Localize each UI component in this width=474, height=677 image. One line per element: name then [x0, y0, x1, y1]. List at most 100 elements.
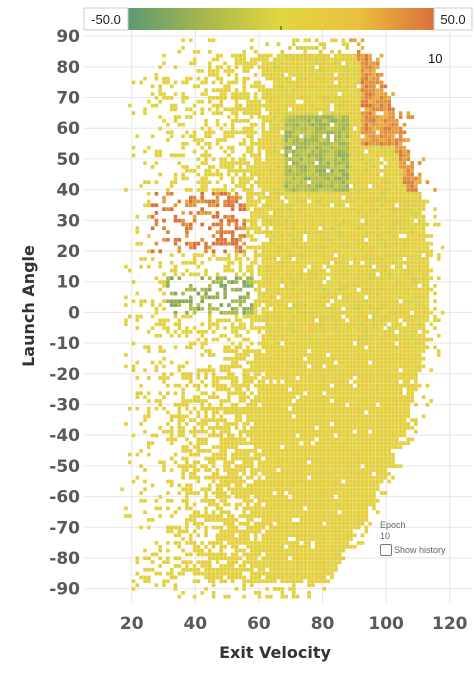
heatmap-cell	[200, 379, 204, 384]
heatmap-cell	[196, 468, 201, 472]
heatmap-cell	[307, 76, 311, 81]
heatmap-cell	[322, 207, 327, 211]
heatmap-cell	[284, 249, 288, 254]
heatmap-cell	[234, 441, 239, 445]
heatmap-cell	[280, 165, 285, 169]
heatmap-cell	[272, 468, 277, 472]
heatmap-cell	[276, 575, 281, 580]
heatmap-cell	[299, 452, 304, 457]
heatmap-cell	[337, 514, 342, 518]
heatmap-cell	[295, 548, 300, 553]
heatmap-cell	[242, 188, 246, 192]
heatmap-cell	[211, 234, 216, 238]
heatmap-cell	[314, 387, 319, 392]
heatmap-cell	[307, 238, 311, 242]
heatmap-cell	[234, 168, 239, 173]
heatmap-cell	[295, 353, 300, 357]
heatmap-cell	[280, 107, 285, 112]
heatmap-cell	[147, 525, 151, 530]
heatmap-cell	[337, 180, 342, 185]
heatmap-cell	[311, 345, 315, 350]
heatmap-cell	[276, 510, 281, 515]
heatmap-cell	[311, 84, 315, 89]
heatmap-cell	[318, 73, 323, 77]
heatmap-cell	[246, 191, 250, 196]
heatmap-cell	[299, 391, 304, 396]
heatmap-cell	[307, 99, 311, 104]
heatmap-cell	[318, 295, 323, 300]
heatmap-cell	[337, 199, 342, 204]
heatmap-cell	[250, 57, 254, 62]
heatmap-cell	[223, 249, 227, 254]
heatmap-cell	[272, 80, 277, 85]
heatmap-cell	[230, 491, 235, 495]
heatmap-cell	[272, 475, 277, 480]
heatmap-cell	[288, 207, 292, 211]
heatmap-cell	[295, 372, 300, 376]
heatmap-cell	[292, 587, 296, 591]
heatmap-cell	[272, 387, 277, 392]
heatmap-cell	[169, 253, 174, 257]
heatmap-cell	[250, 429, 254, 434]
heatmap-cell	[326, 556, 330, 561]
heatmap-cell	[276, 126, 281, 131]
heatmap-cell	[299, 126, 304, 131]
heatmap-cell	[261, 261, 266, 265]
heatmap-cell	[242, 130, 246, 135]
heatmap-cell	[299, 514, 304, 518]
heatmap-cell	[334, 245, 338, 250]
heatmap-cell	[215, 195, 220, 200]
heatmap-cell	[284, 594, 288, 599]
heatmap-cell	[269, 433, 273, 438]
heatmap-cell	[326, 487, 330, 492]
heatmap-cell	[299, 165, 304, 169]
heatmap-cell	[280, 161, 285, 165]
heatmap-cell	[295, 333, 300, 338]
heatmap-cell	[311, 426, 315, 430]
heatmap-cell	[299, 326, 304, 330]
heatmap-cell	[253, 165, 258, 169]
heatmap-cell	[318, 406, 323, 411]
heatmap-cell	[276, 211, 281, 215]
heatmap-cell	[299, 280, 304, 284]
heatmap-cell	[272, 157, 277, 162]
heatmap-cell	[318, 234, 323, 238]
heatmap-cell	[330, 73, 334, 77]
heatmap-cell	[322, 76, 327, 81]
heatmap-cell	[276, 567, 281, 572]
heatmap-cell	[330, 80, 334, 85]
heatmap-cell	[139, 241, 143, 246]
heatmap-cell	[337, 537, 342, 541]
heatmap-cell	[269, 241, 273, 246]
heatmap-cell	[299, 544, 304, 549]
heatmap-cell	[322, 107, 327, 112]
heatmap-cell	[292, 299, 296, 304]
heatmap-cell	[288, 230, 292, 234]
heatmap-cell	[288, 84, 292, 89]
heatmap-cell	[318, 157, 323, 162]
heatmap-cell	[261, 84, 266, 89]
heatmap-cell	[162, 560, 166, 564]
heatmap-cell	[292, 191, 296, 196]
heatmap-cell	[169, 107, 174, 112]
heatmap-cell	[215, 502, 220, 507]
heatmap-cell	[330, 84, 334, 89]
heatmap-cell	[280, 422, 285, 426]
heatmap-cell	[276, 560, 281, 564]
heatmap-cell	[253, 426, 258, 430]
heatmap-cell	[295, 544, 300, 549]
heatmap-cell	[288, 468, 292, 472]
heatmap-cell	[341, 199, 346, 204]
heatmap-cell	[276, 88, 281, 92]
heatmap-cell	[276, 42, 281, 46]
heatmap-cell	[322, 222, 327, 227]
heatmap-cell	[284, 168, 288, 173]
heatmap-cell	[288, 525, 292, 530]
heatmap-cell	[261, 172, 266, 177]
heatmap-cell	[257, 567, 262, 572]
heatmap-cell	[185, 464, 189, 468]
heatmap-cell	[242, 207, 246, 211]
heatmap-cell	[185, 506, 189, 511]
heatmap-cell	[288, 126, 292, 131]
heatmap-cell	[269, 138, 273, 142]
